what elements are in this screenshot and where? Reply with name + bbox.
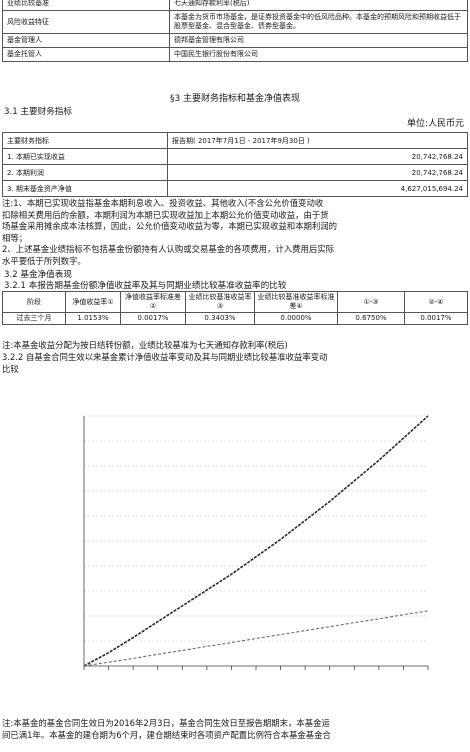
series-line-1	[83, 415, 429, 667]
table-header-cell: 业绩比较基准收益率③	[185, 291, 255, 313]
table-cell: 3. 期末基金资产净值	[2, 180, 168, 197]
table-cell: 0.0017%	[404, 312, 468, 325]
chart-grid	[83, 415, 429, 670]
financial-indicators-table: 主要财务指标 报告期( 2017年7月1日 - 2017年9月30日 ) 1. …	[2, 132, 468, 197]
table-header-cell: 业绩比较基准收益率标准差④	[254, 291, 338, 313]
table-cell: 风险收益特征	[2, 10, 170, 34]
table-row: 2. 本期利润 20,742,768.24	[2, 164, 468, 181]
table-header-cell: 阶段	[2, 291, 66, 313]
note-line: 相等；	[2, 232, 28, 243]
final-note-line: 注:本基金的基金合同生效日为2016年2月3日，基金合同生效日至报告期期末，本基…	[2, 718, 330, 728]
table-cell: 20,742,768.24	[167, 148, 468, 165]
table-cell: 德邦基金管理有限公司	[169, 33, 468, 48]
table-cell: 中国民生银行股份有限公司	[169, 47, 468, 62]
table-header-row: 阶段 净值收益率① 净值收益率标准差② 业绩比较基准收益率③ 业绩比较基准收益率…	[2, 291, 468, 313]
note-line: 2、上述基金业绩指标不包括基金份额持有人认购或交易基金的各项费用，计入费用后实际	[2, 244, 334, 255]
table-row: 1. 本期已实现收益 20,742,768.24	[2, 148, 468, 165]
series-line-2	[83, 610, 429, 667]
fund-overview-table: 业绩比较基准 七天通知存款利率(税后) 风险收益特征 本基金为货币市场基金，是证…	[2, 0, 468, 62]
table-row: 基金管理人 德邦基金管理有限公司	[2, 33, 468, 48]
table-header-cell: ②-④	[404, 291, 468, 313]
subsection-title: 3.2.2 自基金合同生效以来基金累计净值收益率变动及其与同期业绩比较基准收益率…	[2, 352, 328, 362]
table-cell: 本基金为货币市场基金，是证券投资基金中的低风险品种。本基金的预期风险和预期收益低…	[169, 10, 468, 34]
table-header-cell: 净值收益率标准差②	[120, 291, 186, 313]
table-cell: 2. 本期利润	[2, 164, 168, 181]
table-header-cell: 主要财务指标	[2, 132, 168, 149]
table-cell: 1. 本期已实现收益	[2, 148, 168, 165]
table-cell: 0.0000%	[254, 312, 338, 325]
table-cell: 基金托管人	[2, 47, 170, 62]
table-cell: 4,627,015,694.24	[167, 180, 468, 197]
table-cell: 0.0017%	[120, 312, 186, 325]
table-header-cell: ①-③	[337, 291, 405, 313]
table-row: 过去三个月 1.0153% 0.0017% 0.3403% 0.0000% 0.…	[2, 312, 468, 325]
final-note-line: 间已满1年。本基金的建仓期为6个月，建仓期结束时各项资产配置比例符合本基金基金合	[2, 730, 331, 740]
subsection-title: 比较	[2, 364, 19, 374]
table-cell: 基金管理人	[2, 33, 170, 48]
table-header-cell: 报告期( 2017年7月1日 - 2017年9月30日 )	[167, 132, 468, 149]
note-line: 扣除相关费用后的余额，本期利润为本期已实现收益加上本期公允价值变动收益，由于货	[2, 209, 329, 220]
table-cell: 0.6750%	[337, 312, 405, 325]
subsection-title: 3.2.1 本报告期基金份额净值收益率及其与同期业绩比较基准收益率的比较	[4, 281, 287, 291]
note-line: 场基金采用摊余成本法核算，因此，公允价值变动收益为零，本期已实现收益和本期利润的	[2, 221, 337, 232]
performance-note: 注:本基金收益分配为按日结转份额，业绩比较基准为七天通知存款利率(税后)	[2, 340, 288, 350]
table-cell: 1.0153%	[65, 312, 121, 325]
subsection-title: 3.2 基金净值表现	[4, 270, 72, 280]
cumulative-return-chart	[66, 382, 444, 682]
table-row: 业绩比较基准 七天通知存款利率(税后)	[2, 0, 468, 11]
table-cell: 七天通知存款利率(税后)	[169, 0, 468, 11]
financial-notes: 注:1、本期已实现收益指基金本期利息收入、投资收益、其他收入(不含公允价值变动收…	[2, 198, 468, 268]
table-cell: 20,742,768.24	[167, 164, 468, 181]
table-header-cell: 净值收益率①	[65, 291, 121, 313]
table-row: 基金托管人 中国民生银行股份有限公司	[2, 47, 468, 62]
unit-label: 单位:人民币元	[406, 119, 464, 129]
performance-table: 阶段 净值收益率① 净值收益率标准差② 业绩比较基准收益率③ 业绩比较基准收益率…	[2, 291, 468, 325]
table-row: 风险收益特征 本基金为货币市场基金，是证券投资基金中的低风险品种。本基金的预期风…	[2, 10, 468, 34]
note-line: 注:1、本期已实现收益指基金本期利息收入、投资收益、其他收入(不含公允价值变动收	[2, 198, 324, 208]
chart-svg	[83, 415, 429, 670]
table-row: 3. 期末基金资产净值 4,627,015,694.24	[2, 180, 468, 197]
table-cell: 业绩比较基准	[2, 0, 170, 11]
note-line: 水平要低于所列数字。	[2, 255, 86, 266]
chart-marks	[83, 415, 429, 667]
section-title: §3 主要财务指标和基金净值表现	[169, 94, 301, 104]
subsection-title: 3.1 主要财务指标	[4, 107, 72, 117]
table-header-row: 主要财务指标 报告期( 2017年7月1日 - 2017年9月30日 )	[2, 132, 468, 149]
table-cell: 过去三个月	[2, 312, 66, 325]
table-cell: 0.3403%	[185, 312, 255, 325]
